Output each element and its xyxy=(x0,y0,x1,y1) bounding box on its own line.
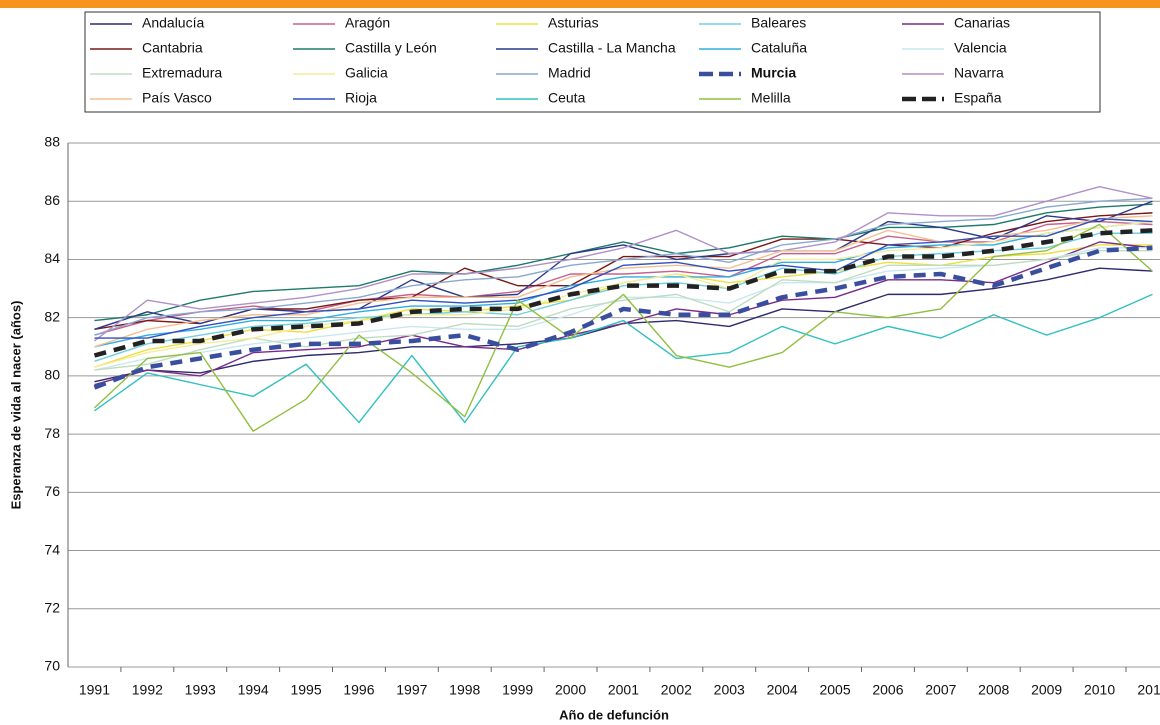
legend-label: Rioja xyxy=(345,90,377,106)
series-line xyxy=(94,203,1153,322)
legend-label: Navarra xyxy=(954,65,1004,81)
legend-label: Canarias xyxy=(954,15,1010,31)
header-bar xyxy=(0,0,1160,8)
x-tick-label: 1998 xyxy=(449,682,480,698)
legend-box xyxy=(84,11,1101,113)
legend-label: Castilla y León xyxy=(345,40,437,56)
legend-label: País Vasco xyxy=(142,90,212,106)
y-tick-label: 88 xyxy=(44,134,60,150)
x-axis-title: Año de defunción xyxy=(559,707,669,722)
y-tick-label: 72 xyxy=(44,599,60,615)
series-line xyxy=(94,232,1153,362)
series-line xyxy=(94,200,1153,330)
legend-label: Galicia xyxy=(345,65,388,81)
x-tick-label: 1997 xyxy=(396,682,427,698)
legend-label: Cantabria xyxy=(142,40,203,56)
x-tick-label: 2006 xyxy=(872,682,903,698)
legend-label: Ceuta xyxy=(548,90,586,106)
legend-label: Melilla xyxy=(751,90,791,106)
y-axis-title: Esperanza de vida al nacer (años) xyxy=(8,301,23,510)
legend-label: Valencia xyxy=(954,40,1007,56)
series-line xyxy=(94,220,1153,348)
x-tick-label: 1999 xyxy=(502,682,533,698)
x-tick-label: 2000 xyxy=(555,682,586,698)
x-tick-label: 2003 xyxy=(714,682,745,698)
series-line xyxy=(93,223,1153,432)
y-tick-label: 76 xyxy=(44,483,60,499)
legend-label: Extremadura xyxy=(142,65,222,81)
y-tick-label: 86 xyxy=(44,192,60,208)
legend-label: Murcia xyxy=(751,65,796,81)
y-tick-label: 82 xyxy=(44,308,60,324)
legend-label: Andalucía xyxy=(142,15,204,31)
x-tick-label: 2005 xyxy=(819,682,850,698)
x-tick-label: 2011 xyxy=(1137,682,1160,698)
x-tick-label: 1995 xyxy=(290,682,321,698)
x-tick-label: 2008 xyxy=(978,682,1009,698)
legend-label: España xyxy=(954,90,1002,106)
series-line xyxy=(93,228,1153,358)
legend-label: Baleares xyxy=(751,15,806,31)
series-line xyxy=(94,185,1153,342)
series-line xyxy=(94,293,1153,424)
y-tick-label: 84 xyxy=(44,250,60,266)
x-tick-label: 2007 xyxy=(925,682,956,698)
legend-label: Asturias xyxy=(548,15,599,31)
series-line xyxy=(93,245,1153,390)
legend-label: Castilla - La Mancha xyxy=(548,40,676,56)
y-tick-label: 78 xyxy=(44,425,60,441)
legend-label: Aragón xyxy=(345,15,390,31)
y-tick-label: 70 xyxy=(44,658,60,674)
y-tick-label: 74 xyxy=(44,541,60,557)
series-line xyxy=(94,220,1153,336)
x-tick-label: 2010 xyxy=(1084,682,1115,698)
x-tick-label: 2009 xyxy=(1031,682,1062,698)
series-line xyxy=(94,217,1153,339)
series-line xyxy=(94,250,1153,371)
series-line xyxy=(94,241,1153,386)
x-tick-label: 2002 xyxy=(661,682,692,698)
series-line xyxy=(94,197,1153,336)
x-tick-label: 1993 xyxy=(185,682,216,698)
series-line xyxy=(94,220,1153,368)
x-tick-label: 1996 xyxy=(343,682,374,698)
series-line xyxy=(94,212,1153,331)
x-tick-label: 1992 xyxy=(132,682,163,698)
x-tick-label: 2001 xyxy=(608,682,639,698)
y-tick-label: 80 xyxy=(44,367,60,383)
legend-label: Cataluña xyxy=(751,40,807,56)
x-tick-label: 2004 xyxy=(767,682,798,698)
legend-label: Madrid xyxy=(548,65,591,81)
x-tick-label: 1991 xyxy=(79,682,110,698)
x-tick-label: 1994 xyxy=(238,682,269,698)
series-line xyxy=(94,247,1153,371)
